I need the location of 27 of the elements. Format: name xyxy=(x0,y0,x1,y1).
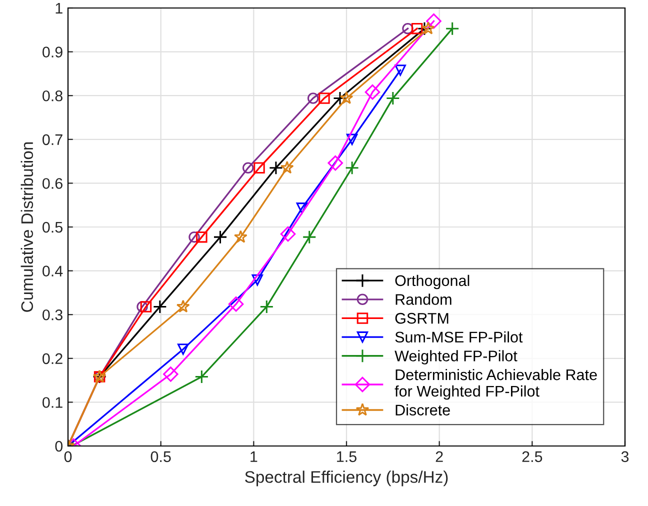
y-tick-label: 0.9 xyxy=(42,46,62,58)
x-tick-label: 1 xyxy=(250,451,258,462)
x-tick-label: 2 xyxy=(436,451,443,462)
y-tick-label: 0.7 xyxy=(42,134,62,146)
y-tick-label: 0.6 xyxy=(42,178,62,189)
x-tick-label: 0 xyxy=(64,451,72,462)
legend-label: Deterministic Achievable Rate for Weighted FP-Pilot xyxy=(394,368,597,400)
y-axis-title: Cumulative Distribution xyxy=(20,142,34,312)
y-tick-label: 0.4 xyxy=(42,266,63,276)
y-tick-label: 0.1 xyxy=(42,397,62,408)
x-axis-title: Spectral Efficiency (bps/Hz) xyxy=(245,470,448,486)
legend-label: GSRTM xyxy=(395,312,448,324)
legend-label: Weighted FP-Pilot xyxy=(394,350,518,364)
legend-label: Orthogonal xyxy=(395,274,470,290)
x-tick-label: 3 xyxy=(621,451,629,462)
y-tick-label: 1 xyxy=(56,3,62,14)
x-tick-label: 1.5 xyxy=(337,451,356,462)
y-tick-label: 0.8 xyxy=(42,90,62,102)
y-tick-label: 0.2 xyxy=(42,353,62,364)
legend-label: Sum-MSE FP-Pilot xyxy=(395,331,523,343)
x-tick-label: 0.5 xyxy=(150,451,171,462)
x-tick-label: 2.5 xyxy=(522,451,542,462)
y-tick-label: 0.3 xyxy=(42,309,62,320)
legend-label: Discrete xyxy=(396,404,450,416)
y-tick-label: 0.5 xyxy=(42,222,62,233)
legend-label: Random xyxy=(396,294,452,305)
y-tick-label: 0 xyxy=(55,440,63,452)
